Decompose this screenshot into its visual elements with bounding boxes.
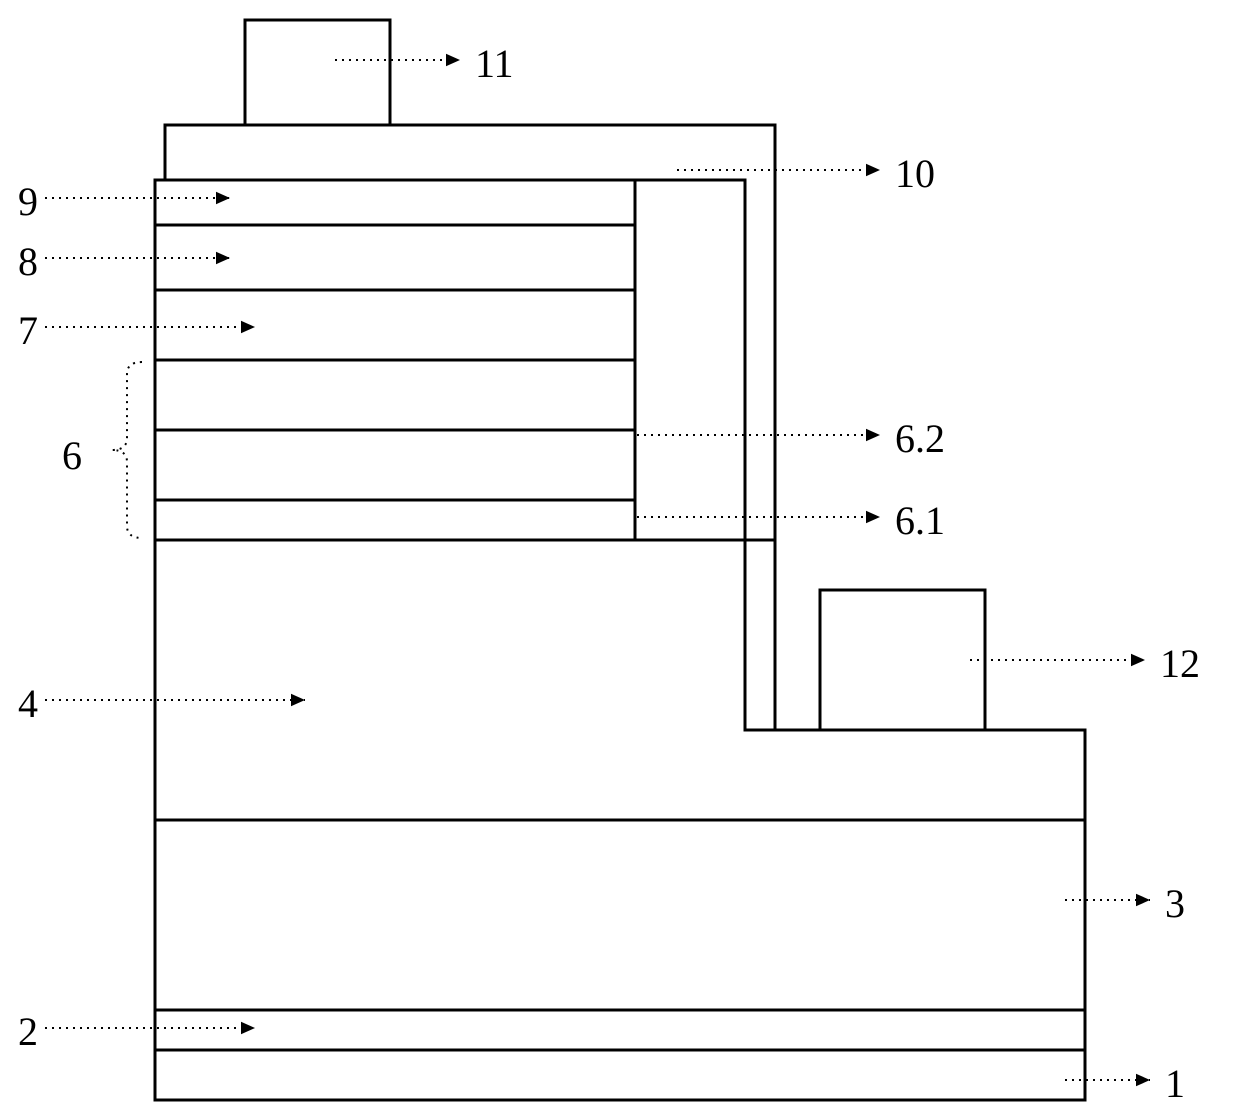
label-lbl-4: 4 — [18, 680, 38, 727]
contact-11 — [245, 20, 390, 125]
contact-12 — [820, 590, 985, 730]
layer-6-1 — [155, 500, 635, 540]
brace-6 — [112, 362, 142, 538]
layer-6-2-lower — [155, 430, 635, 500]
layer-3 — [155, 820, 1085, 1010]
layer-diagram — [0, 0, 1240, 1116]
arr-12 — [970, 654, 1145, 667]
arr-10 — [677, 164, 880, 177]
arr-6-2 — [637, 429, 880, 442]
arr-8 — [45, 252, 230, 265]
label-lbl-6-2: 6.2 — [895, 415, 945, 462]
label-lbl-11: 11 — [475, 40, 514, 87]
layer-1 — [155, 1050, 1085, 1100]
layer-6-2-upper — [155, 360, 635, 430]
arr-11 — [335, 54, 460, 67]
arr-7 — [45, 321, 255, 334]
arr-3 — [1065, 894, 1150, 907]
layer-10 — [165, 125, 775, 730]
label-lbl-12: 12 — [1160, 640, 1200, 687]
layer-2 — [155, 1010, 1085, 1050]
layer-7 — [155, 290, 635, 360]
label-lbl-6-1: 6.1 — [895, 497, 945, 544]
label-lbl-3: 3 — [1165, 880, 1185, 927]
label-lbl-8: 8 — [18, 238, 38, 285]
label-lbl-2: 2 — [18, 1008, 38, 1055]
arr-1 — [1065, 1074, 1150, 1087]
arr-4 — [45, 694, 305, 707]
label-lbl-1: 1 — [1165, 1060, 1185, 1107]
label-lbl-9: 9 — [18, 178, 38, 225]
label-lbl-6: 6 — [62, 432, 82, 479]
label-lbl-10: 10 — [895, 150, 935, 197]
arr-2 — [45, 1022, 255, 1035]
label-lbl-7: 7 — [18, 307, 38, 354]
arr-9 — [45, 192, 230, 205]
arr-6-1 — [637, 511, 880, 524]
layer-4 — [155, 540, 1085, 820]
layer-9 — [155, 180, 635, 225]
